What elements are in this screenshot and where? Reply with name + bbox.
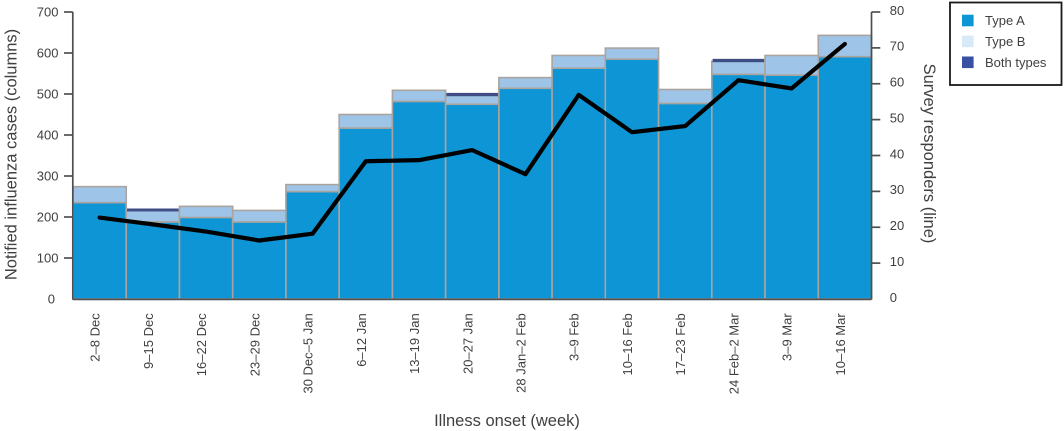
svg-text:3–9 Mar: 3–9 Mar — [780, 313, 795, 361]
svg-text:3–9 Feb: 3–9 Feb — [567, 313, 582, 361]
svg-text:20–27 Jan: 20–27 Jan — [460, 313, 475, 374]
svg-text:10–16 Mar: 10–16 Mar — [833, 313, 848, 376]
svg-text:0: 0 — [48, 291, 55, 306]
svg-text:6–12 Jan: 6–12 Jan — [354, 313, 369, 367]
svg-text:30: 30 — [890, 182, 904, 197]
svg-text:20: 20 — [890, 218, 904, 233]
svg-text:13–19 Jan: 13–19 Jan — [407, 313, 422, 374]
svg-text:700: 700 — [37, 4, 59, 19]
svg-text:80: 80 — [890, 3, 904, 18]
svg-text:40: 40 — [890, 146, 904, 161]
svg-text:50: 50 — [890, 110, 904, 125]
svg-text:Survey responders (line): Survey responders (line) — [920, 64, 938, 244]
svg-text:70: 70 — [890, 39, 904, 54]
svg-text:600: 600 — [37, 45, 59, 60]
svg-text:9–15 Dec: 9–15 Dec — [141, 313, 156, 369]
svg-text:Type B: Type B — [985, 34, 1025, 49]
svg-text:23–29 Dec: 23–29 Dec — [247, 313, 262, 376]
svg-text:10–16 Feb: 10–16 Feb — [620, 313, 635, 375]
svg-text:200: 200 — [37, 209, 59, 224]
svg-text:2–8 Dec: 2–8 Dec — [88, 313, 103, 362]
svg-text:60: 60 — [890, 75, 904, 90]
svg-text:24 Feb–2 Mar: 24 Feb–2 Mar — [726, 313, 741, 395]
svg-text:16–22 Dec: 16–22 Dec — [194, 313, 209, 376]
svg-text:400: 400 — [37, 127, 59, 142]
svg-text:300: 300 — [37, 168, 59, 183]
svg-text:Both types: Both types — [985, 55, 1047, 70]
svg-text:30 Dec–5 Jan: 30 Dec–5 Jan — [301, 313, 316, 393]
svg-text:Illness onset (week): Illness onset (week) — [434, 412, 580, 430]
svg-text:17–23 Feb: 17–23 Feb — [673, 313, 688, 375]
svg-text:28 Jan–2 Feb: 28 Jan–2 Feb — [513, 313, 528, 393]
svg-text:100: 100 — [37, 250, 59, 265]
svg-text:Notified influenza cases (colu: Notified influenza cases (columns) — [3, 29, 21, 280]
svg-text:Type A: Type A — [985, 13, 1025, 28]
svg-text:500: 500 — [37, 86, 59, 101]
svg-text:0: 0 — [890, 290, 897, 305]
svg-text:10: 10 — [890, 254, 904, 269]
